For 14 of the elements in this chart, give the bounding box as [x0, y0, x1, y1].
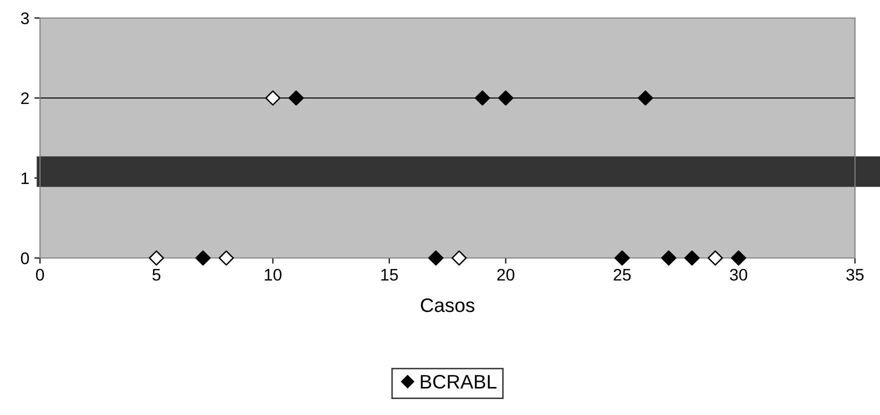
- y-tick-label: 1: [22, 172, 29, 184]
- x-tick-label: 20: [497, 268, 514, 281]
- y-tick-label: 0: [20, 252, 29, 264]
- x-tick-label: 0: [36, 268, 44, 281]
- x-tick-label: 30: [730, 268, 748, 281]
- x-tick-label: 10: [264, 268, 282, 281]
- x-tick-label: 25: [614, 268, 631, 281]
- y-tick-label: 2: [21, 92, 29, 104]
- x-tick-label: 35: [846, 268, 864, 281]
- legend-label: BCRABL: [420, 374, 496, 389]
- y-tick-label: 3: [20, 12, 29, 24]
- x-axis-title: Casos: [420, 298, 474, 312]
- x-tick-label: 5: [152, 269, 160, 281]
- x-tick-label: 15: [381, 269, 398, 281]
